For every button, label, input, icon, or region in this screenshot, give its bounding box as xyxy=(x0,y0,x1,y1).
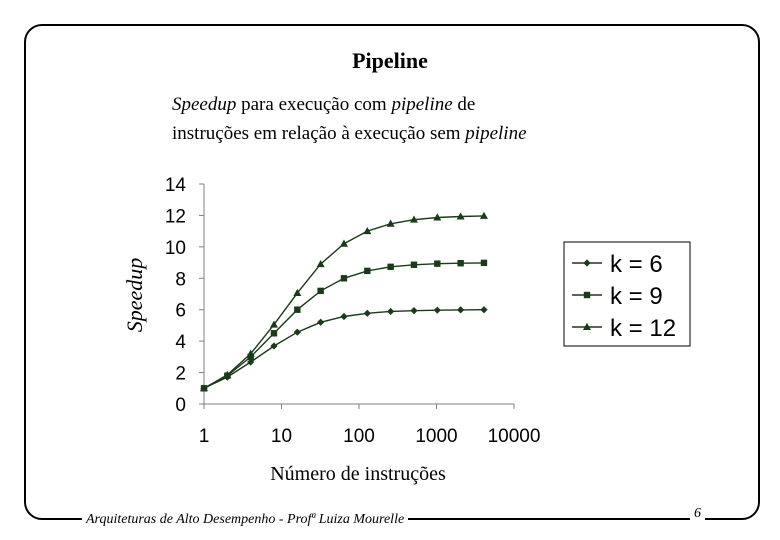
data-point xyxy=(293,328,301,336)
data-point xyxy=(317,287,324,295)
data-point xyxy=(340,275,348,282)
y-tick-label: 4 xyxy=(175,332,186,353)
x-tick-label: 10000 xyxy=(488,426,541,447)
page-number: 6 xyxy=(690,506,705,522)
legend-label: k = 6 xyxy=(610,251,663,278)
y-axis-label: Speedup xyxy=(122,258,147,333)
subtitle-word-speedup: Speedup xyxy=(172,94,237,115)
y-tick-label: 6 xyxy=(175,301,186,322)
series-triangle xyxy=(200,211,488,392)
subtitle-text-2: de xyxy=(452,94,476,115)
y-tick-label: 12 xyxy=(165,206,186,227)
data-point xyxy=(247,353,254,361)
legend-marker xyxy=(583,259,591,267)
legend-label: k = 9 xyxy=(610,283,663,310)
x-tick-label: 10 xyxy=(271,426,292,447)
data-point xyxy=(270,330,278,337)
data-point xyxy=(316,259,325,268)
series-line xyxy=(203,309,485,389)
y-tick-label: 2 xyxy=(175,364,186,385)
subtitle-text-1: para execução com xyxy=(236,94,392,115)
chart-legend: k = 6 k = 9 k = 12 xyxy=(563,241,691,347)
data-point xyxy=(433,213,442,221)
data-point xyxy=(434,260,441,267)
subtitle-word-pipeline: pipeline xyxy=(391,94,453,115)
data-point xyxy=(270,342,278,350)
data-point xyxy=(409,215,418,223)
y-tick-label: 0 xyxy=(175,395,186,416)
data-point xyxy=(269,320,278,328)
data-point xyxy=(363,309,371,317)
data-point xyxy=(246,349,255,357)
x-tick-label: 1 xyxy=(199,426,210,447)
data-point xyxy=(386,219,395,227)
chart-series xyxy=(200,211,488,392)
x-tick-label: 1000 xyxy=(415,426,457,447)
data-point xyxy=(200,384,208,392)
data-point xyxy=(457,306,465,314)
data-point xyxy=(479,211,488,219)
data-point xyxy=(293,288,302,297)
data-point xyxy=(294,306,301,313)
data-point xyxy=(480,306,488,314)
y-tick-label: 14 xyxy=(165,175,187,196)
legend-marker xyxy=(583,291,591,299)
data-point xyxy=(364,267,371,275)
data-point xyxy=(247,358,255,366)
y-tick-label: 10 xyxy=(165,238,186,259)
series-square xyxy=(200,259,488,392)
data-point xyxy=(317,318,325,326)
data-point xyxy=(363,226,372,235)
data-point xyxy=(480,259,488,267)
data-point xyxy=(410,307,418,315)
legend-label: k = 12 xyxy=(610,315,676,342)
data-point xyxy=(456,212,465,220)
series-line xyxy=(203,262,485,389)
series-diamond xyxy=(200,306,488,392)
data-point xyxy=(387,307,395,316)
chart-description: Speedup para execução com pipeline de in… xyxy=(172,90,652,148)
legend-marker xyxy=(583,322,591,330)
slide-title: Pipeline xyxy=(352,48,428,73)
y-tick-label: 8 xyxy=(175,269,186,290)
data-point xyxy=(387,263,394,271)
chart-axes: 0 2 4 6 8 10 12 14 1 10 100 1000 10000 xyxy=(165,175,541,447)
data-point xyxy=(339,239,348,247)
subtitle-text-3: instruções em relação à execução sem xyxy=(172,123,466,144)
x-tick-label: 100 xyxy=(343,426,375,447)
data-point xyxy=(410,261,418,268)
subtitle-word-pipeline-2: pipeline xyxy=(465,123,527,144)
data-point xyxy=(433,306,441,314)
data-point xyxy=(223,370,232,378)
x-axis-label: Número de instruções xyxy=(270,463,446,485)
data-point xyxy=(340,312,348,321)
data-point xyxy=(457,260,464,267)
footer-text: Arquiteturas de Alto Desempenho - Profª … xyxy=(82,512,409,528)
